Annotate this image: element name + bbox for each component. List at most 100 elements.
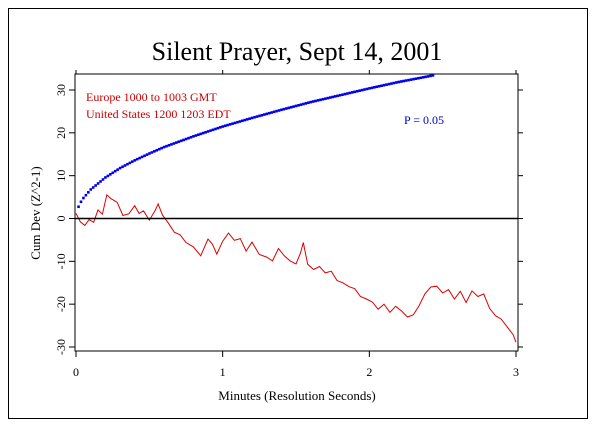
envelope-point	[373, 86, 376, 89]
envelope-point	[285, 107, 288, 110]
envelope-point	[77, 205, 80, 209]
envelope-point	[177, 140, 181, 144]
envelope-point	[197, 133, 200, 137]
envelope-point	[104, 176, 107, 179]
envelope-point	[331, 95, 335, 99]
envelope-point	[412, 77, 415, 81]
envelope-point	[167, 143, 171, 147]
envelope-point	[172, 142, 176, 145]
envelope-point	[299, 103, 303, 106]
envelope-point	[309, 100, 313, 104]
envelope-point	[414, 77, 418, 81]
envelope-point	[231, 122, 234, 125]
envelope-point	[153, 150, 156, 153]
envelope-point	[314, 99, 317, 103]
envelope-point	[211, 128, 215, 132]
envelope-point	[265, 112, 269, 116]
envelope-point	[304, 102, 308, 105]
envelope-point	[385, 83, 388, 86]
envelope-point	[292, 105, 295, 108]
envelope-point	[238, 120, 242, 123]
envelope-point	[138, 156, 141, 160]
envelope-point	[363, 88, 366, 91]
envelope-point	[118, 166, 122, 170]
envelope-point	[404, 79, 408, 82]
envelope-point	[390, 82, 393, 85]
envelope-point	[187, 136, 190, 140]
envelope-point	[126, 162, 129, 166]
envelope-point	[140, 155, 144, 159]
envelope-point	[375, 85, 379, 89]
envelope-point	[287, 106, 291, 110]
envelope-point	[370, 86, 374, 90]
envelope-point	[157, 147, 161, 151]
envelope-point	[316, 99, 320, 102]
envelope-point	[338, 93, 342, 97]
envelope-point	[377, 84, 381, 88]
envelope-point	[275, 109, 278, 113]
envelope-point	[91, 186, 95, 189]
envelope-point	[248, 117, 251, 120]
envelope-point	[280, 108, 283, 112]
envelope-point	[368, 87, 371, 90]
envelope-point	[228, 123, 232, 126]
envelope-point	[162, 145, 166, 149]
envelope-point	[358, 89, 361, 92]
envelope-point	[84, 193, 88, 197]
envelope-point	[263, 113, 266, 116]
envelope-point	[101, 178, 105, 181]
envelope-series	[77, 74, 435, 209]
envelope-point	[294, 104, 298, 108]
envelope-point	[343, 92, 347, 96]
envelope-point	[123, 164, 127, 167]
envelope-point	[99, 180, 102, 183]
x-tick-label: 0	[73, 365, 79, 379]
envelope-point	[170, 143, 173, 146]
envelope-point	[94, 184, 97, 187]
envelope-point	[209, 129, 212, 132]
envelope-point	[392, 81, 396, 85]
envelope-point	[253, 115, 256, 119]
envelope-point	[270, 111, 273, 114]
envelope-point	[233, 121, 237, 125]
annotation-europe: Europe 1000 to 1003 GMT	[86, 90, 217, 104]
envelope-point	[204, 130, 207, 134]
envelope-point	[258, 114, 261, 118]
y-tick-label: 30	[54, 84, 68, 96]
envelope-point	[365, 87, 369, 91]
envelope-point	[395, 81, 398, 84]
envelope-point	[150, 151, 154, 154]
envelope-point	[182, 138, 185, 142]
x-tick-label: 1	[220, 365, 226, 379]
y-axis: -30 -20 -10 0 10 20 30	[54, 84, 523, 355]
envelope-point	[321, 97, 325, 101]
envelope-point	[282, 107, 286, 111]
envelope-point	[326, 96, 330, 100]
envelope-point	[87, 191, 90, 194]
envelope-point	[267, 111, 271, 115]
envelope-point	[223, 124, 227, 128]
envelope-point	[409, 78, 413, 81]
y-tick-label: 10	[54, 170, 68, 182]
envelope-point	[272, 110, 276, 114]
envelope-point	[243, 118, 247, 122]
y-tick-label: 0	[54, 216, 68, 222]
envelope-point	[109, 173, 112, 176]
annotation-p-value: P = 0.05	[404, 113, 444, 127]
x-tick-label: 2	[366, 365, 372, 379]
plot-area-border	[74, 73, 519, 352]
envelope-point	[189, 135, 193, 139]
envelope-point	[353, 90, 357, 94]
envelope-point	[79, 200, 83, 204]
envelope-point	[135, 157, 139, 161]
envelope-point	[346, 92, 349, 95]
envelope-point	[214, 127, 217, 131]
envelope-point	[311, 100, 315, 103]
envelope-point	[155, 148, 159, 152]
envelope-point	[329, 96, 332, 99]
envelope-point	[121, 165, 124, 169]
envelope-point	[402, 79, 405, 83]
envelope-point	[417, 76, 420, 80]
envelope-point	[387, 82, 391, 86]
